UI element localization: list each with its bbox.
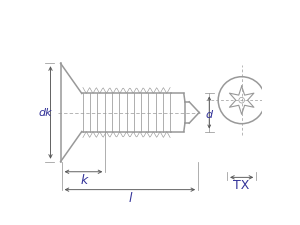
Text: d: d bbox=[205, 110, 212, 120]
Text: dk: dk bbox=[39, 108, 52, 117]
Text: k: k bbox=[80, 174, 88, 187]
Text: TX: TX bbox=[233, 179, 250, 192]
Text: l: l bbox=[128, 192, 132, 205]
